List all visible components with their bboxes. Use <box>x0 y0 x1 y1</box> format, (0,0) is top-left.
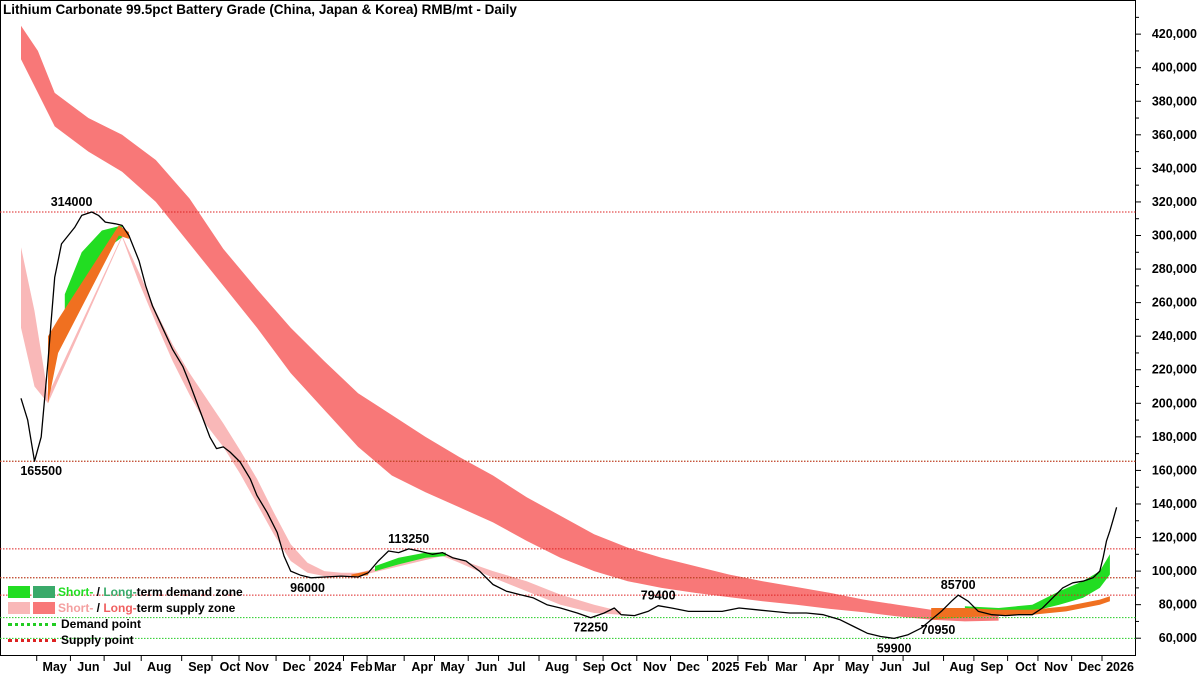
legend-supply-sep: / <box>93 601 104 615</box>
x-tick-label: Aug <box>545 660 569 674</box>
y-tick-label: 240,000 <box>1152 329 1197 343</box>
x-tick-label: Mar <box>374 660 396 674</box>
y-tick-label: 340,000 <box>1152 161 1197 175</box>
zone-band-3-2 <box>931 596 1110 620</box>
x-tick-label: May <box>440 660 464 674</box>
plot-frame <box>0 0 1136 656</box>
x-tick-label: May <box>845 660 869 674</box>
legend-supply-long: Long- <box>103 601 137 615</box>
zone-short-term-demand-supply-transition <box>48 225 1110 620</box>
supply-point-swatch <box>8 638 56 642</box>
y-tick-label: 360,000 <box>1152 128 1197 142</box>
x-tick-label: Jun <box>475 660 497 674</box>
x-tick-label: Mar <box>775 660 797 674</box>
legend-supply-point: Supply point <box>8 632 243 648</box>
y-tick-label: 280,000 <box>1152 262 1197 276</box>
short-demand-swatch <box>8 586 30 598</box>
legend-demand-point: Demand point <box>8 616 243 632</box>
y-tick-label: 400,000 <box>1152 61 1197 75</box>
y-tick-label: 80,000 <box>1159 598 1197 612</box>
legend-demand-long: Long- <box>103 585 137 599</box>
price-annotation: 72250 <box>573 621 608 635</box>
x-tick-label: Sep <box>583 660 606 674</box>
y-tick-label: 260,000 <box>1152 296 1197 310</box>
legend-demand-sep: / <box>93 585 104 599</box>
y-tick-label: 220,000 <box>1152 363 1197 377</box>
x-tick-label: Jul <box>912 660 930 674</box>
legend-demand-zone: Short- / Long-term demand zone <box>8 584 243 600</box>
x-tick-label: Feb <box>350 660 373 674</box>
y-tick-label: 140,000 <box>1152 497 1197 511</box>
x-tick-label: Jul <box>508 660 526 674</box>
legend-supply-rest: term supply zone <box>136 601 236 615</box>
x-tick-label: Apr <box>411 660 433 674</box>
x-tick-label: 2024 <box>314 660 342 674</box>
price-annotation: 165500 <box>20 464 62 478</box>
price-series-line <box>20 211 1118 640</box>
y-tick-label: 300,000 <box>1152 228 1197 242</box>
long-supply-swatch <box>33 602 55 614</box>
x-tick-label: Sep <box>980 660 1003 674</box>
x-tick-label: Oct <box>220 660 242 674</box>
zone-band-2-1 <box>375 552 446 572</box>
x-tick-label: Jun <box>880 660 902 674</box>
legend-supply-point-label: Supply point <box>61 633 134 647</box>
x-tick-label: May <box>43 660 67 674</box>
x-tick-label: Nov <box>1044 660 1068 674</box>
legend-supply-zone: Short- / Long-term supply zone <box>8 600 243 616</box>
long-demand-swatch <box>33 586 55 598</box>
x-tick-label: Dec <box>1078 660 1101 674</box>
y-tick-label: 380,000 <box>1152 94 1197 108</box>
price-annotation: 96000 <box>290 581 325 595</box>
x-tick-label: Oct <box>1015 660 1037 674</box>
y-tick-label: 160,000 <box>1152 463 1197 477</box>
x-tick-label: Sep <box>188 660 211 674</box>
legend-demand-rest: term demand zone <box>136 585 243 599</box>
price-annotation: 314000 <box>51 195 93 209</box>
y-tick-label: 420,000 <box>1152 27 1197 41</box>
x-tick-label: Oct <box>611 660 633 674</box>
y-tick-label: 100,000 <box>1152 564 1197 578</box>
x-tick-label: Nov <box>643 660 667 674</box>
legend-demand-short: Short- <box>58 585 94 599</box>
y-tick-label: 180,000 <box>1152 430 1197 444</box>
price-annotation: 79400 <box>641 589 676 603</box>
x-tick-label: Aug <box>147 660 171 674</box>
zone-band-2-2 <box>964 554 1110 613</box>
y-tick-label: 200,000 <box>1152 396 1197 410</box>
x-tick-label: Dec <box>283 660 306 674</box>
x-tick-label: 2026 <box>1106 660 1134 674</box>
chart-title: Lithium Carbonate 99.5pct Battery Grade … <box>3 2 517 17</box>
x-tick-label: Jun <box>77 660 99 674</box>
y-tick-label: 60,000 <box>1159 631 1197 645</box>
demand-point-swatch <box>8 622 56 626</box>
price-annotation: 85700 <box>941 578 976 592</box>
x-tick-label: Dec <box>677 660 700 674</box>
zone-band-0-0 <box>21 25 999 622</box>
legend-supply-short: Short- <box>58 601 94 615</box>
zone-short-term-supply-zone <box>21 235 622 615</box>
price-annotation: 70950 <box>921 623 956 637</box>
price-annotation: 113250 <box>388 532 429 546</box>
x-tick-label: Apr <box>813 660 835 674</box>
y-tick-label: 120,000 <box>1152 531 1197 545</box>
short-supply-swatch <box>8 602 30 614</box>
zone-band-3-1 <box>351 571 369 577</box>
legend-demand-point-label: Demand point <box>61 617 141 631</box>
zone-long-term-supply-zone <box>21 25 999 622</box>
x-tick-label: Jul <box>113 660 131 674</box>
x-tick-label: Nov <box>245 660 269 674</box>
zone-band-1-0 <box>21 235 622 615</box>
y-tick-label: 320,000 <box>1152 195 1197 209</box>
x-tick-label: Feb <box>745 660 768 674</box>
x-tick-label: Aug <box>949 660 973 674</box>
price-annotation: 59900 <box>877 641 912 655</box>
x-tick-label: 2025 <box>712 660 740 674</box>
legend: Short- / Long-term demand zone Short- / … <box>8 584 243 648</box>
zone-band-3-0 <box>48 225 129 404</box>
